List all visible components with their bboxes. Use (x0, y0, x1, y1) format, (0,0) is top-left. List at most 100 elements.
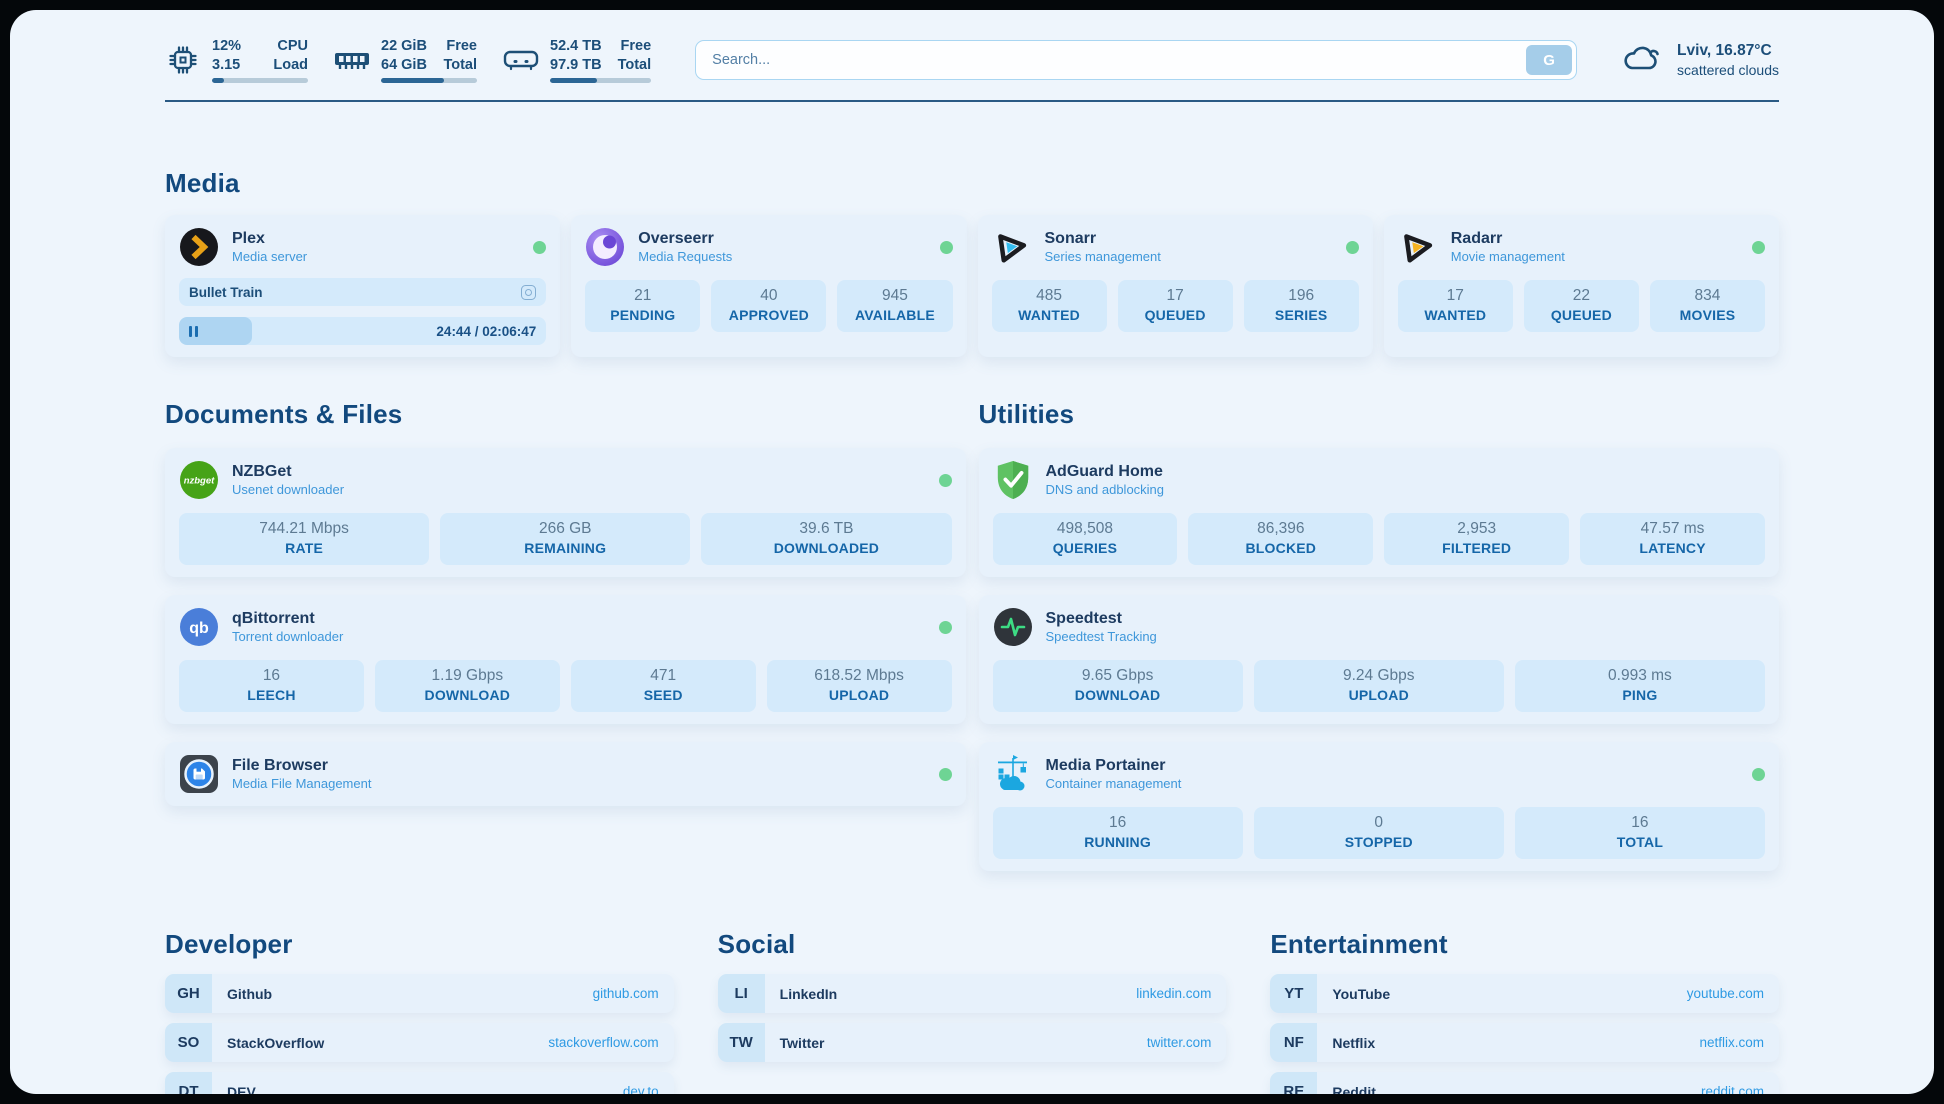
app-card-filebrowser[interactable]: File Browser Media File Management (165, 742, 966, 806)
status-online-dot (533, 240, 547, 254)
bookmark-name: Github (227, 985, 273, 1002)
app-description: Torrent downloader (232, 629, 344, 645)
entertainment-section-title: Entertainment (1270, 929, 1448, 959)
disk-total-value: 97.9 TB (550, 56, 602, 73)
plex-icon (179, 227, 219, 267)
radarr-icon (1398, 227, 1438, 267)
app-card-sonarr[interactable]: Sonarr Series management 485 WANTED 17 QUE… (977, 215, 1373, 357)
now-playing-progress-row: 24:44 / 02:06:47 (179, 317, 547, 345)
overseerr-icon (585, 227, 625, 267)
stat-box: 9.24 Gbps UPLOAD (1253, 660, 1504, 712)
stat-box: 1.19 Gbps DOWNLOAD (374, 660, 560, 712)
stream-source-icon (521, 284, 537, 300)
bookmark-twitter[interactable]: TW Twitter twitter.com (717, 1023, 1227, 1062)
playback-time: 24:44 / 02:06:47 (436, 323, 537, 339)
memory-total-value: 64 GiB (381, 56, 427, 73)
app-card-plex[interactable]: Plex Media server Bullet Train 24:44 / 0… (165, 215, 561, 357)
disk-progress-fill (550, 78, 597, 84)
bookmark-linkedin[interactable]: LI LinkedIn linkedin.com (717, 974, 1227, 1013)
app-card-speedtest[interactable]: Speedtest Speedtest Tracking 9.65 Gbps DO… (978, 595, 1779, 724)
app-title: Sonarr (1044, 229, 1097, 247)
stat-box: 47.57 ms LATENCY (1580, 513, 1765, 565)
app-title: qBittorrent (232, 609, 315, 627)
disk-icon (503, 47, 539, 73)
bookmark-abbr: YT (1270, 974, 1318, 1013)
search-bar: G (695, 40, 1578, 80)
memory-free-value: 22 GiB (381, 37, 427, 54)
bookmark-youtube[interactable]: YT YouTube youtube.com (1270, 974, 1779, 1013)
bookmark-abbr: NF (1270, 1023, 1318, 1062)
app-description: Container management (1045, 776, 1182, 792)
app-card-overseerr[interactable]: Overseerr Media Requests 21 PENDING 40 APP… (571, 215, 967, 357)
section-utilities: Utilities AdGuard Home DNS and adblockin… (978, 399, 1779, 871)
cpu-load-value: 3.15 (212, 56, 241, 73)
documents-section-title: Documents & Files (165, 399, 403, 429)
media-section-title: Media (165, 168, 240, 198)
bookmark-dev[interactable]: DT DEV dev.to (165, 1072, 674, 1094)
app-card-adguard[interactable]: AdGuard Home DNS and adblocking 498,508 Q… (978, 448, 1779, 577)
top-bar: 12% CPU 3.15 Load 22 (165, 36, 1779, 84)
app-description: Speedtest Tracking (1045, 629, 1157, 645)
app-title: Speedtest (1045, 609, 1122, 627)
app-card-portainer[interactable]: Media Portainer Container management 16 R… (978, 742, 1779, 871)
stat-box: 40 APPROVED (711, 280, 827, 332)
bookmark-name: YouTube (1332, 985, 1391, 1002)
app-title: Radarr (1450, 229, 1503, 247)
bookmark-name: Twitter (779, 1034, 825, 1051)
svg-text:qb: qb (189, 620, 209, 637)
app-description: Media server (232, 249, 308, 265)
app-title: File Browser (232, 756, 329, 774)
bookmark-abbr: SO (165, 1023, 212, 1062)
stat-box: 17 QUEUED (1117, 280, 1233, 332)
qbittorrent-icon: qb (179, 607, 219, 647)
cpu-usage-label: CPU (277, 37, 308, 54)
status-online-dot (1752, 240, 1765, 254)
disk-stat: 52.4 TB Free 97.9 TB Total (503, 37, 652, 84)
stat-box: 0.993 ms PING (1514, 660, 1765, 712)
section-media: Media Plex Media server (165, 168, 1779, 357)
section-entertainment: Entertainment YT YouTube youtube.com NF … (1270, 929, 1779, 1094)
bookmark-stackoverflow[interactable]: SO StackOverflow stackoverflow.com (165, 1023, 674, 1062)
app-description: Series management (1044, 249, 1161, 265)
bookmark-github[interactable]: GH Github github.com (165, 974, 674, 1013)
cpu-usage-value: 12% (212, 37, 242, 54)
status-online-dot (938, 767, 952, 781)
bookmark-netflix[interactable]: NF Netflix netflix.com (1270, 1023, 1779, 1062)
now-playing-title: Bullet Train (189, 284, 263, 300)
app-title: NZBGet (232, 462, 292, 480)
bookmark-url: stackoverflow.com (548, 1035, 659, 1050)
bookmark-name: DEV (227, 1083, 256, 1095)
cloud-icon (1621, 42, 1665, 79)
disk-free-label: Free (620, 37, 652, 54)
stat-box: 498,508 QUERIES (992, 513, 1178, 565)
app-card-nzbget[interactable]: nzbget NZBGet Usenet downloader 744.21 M… (165, 448, 966, 577)
memory-icon (334, 47, 370, 73)
social-section-title: Social (717, 929, 796, 959)
cpu-progress-bar (212, 78, 308, 84)
app-description: Movie management (1450, 249, 1565, 265)
app-card-qbittorrent[interactable]: qb qBittorrent Torrent downloader 16 LEEC… (165, 595, 966, 724)
stat-box: 834 MOVIES (1649, 280, 1765, 332)
bookmark-name: StackOverflow (227, 1034, 325, 1051)
weather-location-temp: Lviv, 16.87°C (1677, 42, 1772, 59)
search-engine-button[interactable]: G (1526, 45, 1573, 75)
system-stats: 12% CPU 3.15 Load 22 (165, 37, 652, 84)
bookmark-name: LinkedIn (779, 985, 838, 1002)
app-description: Usenet downloader (232, 482, 345, 498)
app-title: Plex (232, 229, 265, 247)
stat-box: 471 SEED (570, 660, 756, 712)
section-social: Social LI LinkedIn linkedin.com TW Twitt… (717, 929, 1227, 1094)
dashboard-page: 12% CPU 3.15 Load 22 (10, 10, 1934, 1094)
app-card-radarr[interactable]: Radarr Movie management 17 WANTED 22 QUEUE… (1383, 215, 1779, 357)
section-developer: Developer GH Github github.com SO StackO… (165, 929, 674, 1094)
stat-box: 744.21 Mbps RATE (179, 513, 430, 565)
weather-condition: scattered clouds (1677, 62, 1779, 78)
stat-box: 196 SERIES (1243, 280, 1359, 332)
stat-box: 16 TOTAL (1514, 807, 1765, 859)
stat-box: 266 GB REMAINING (440, 513, 691, 565)
bookmark-reddit[interactable]: RE Reddit reddit.com (1270, 1072, 1779, 1094)
app-title: Media Portainer (1045, 756, 1166, 774)
developer-section-title: Developer (165, 929, 293, 959)
search-input[interactable] (695, 40, 1578, 80)
